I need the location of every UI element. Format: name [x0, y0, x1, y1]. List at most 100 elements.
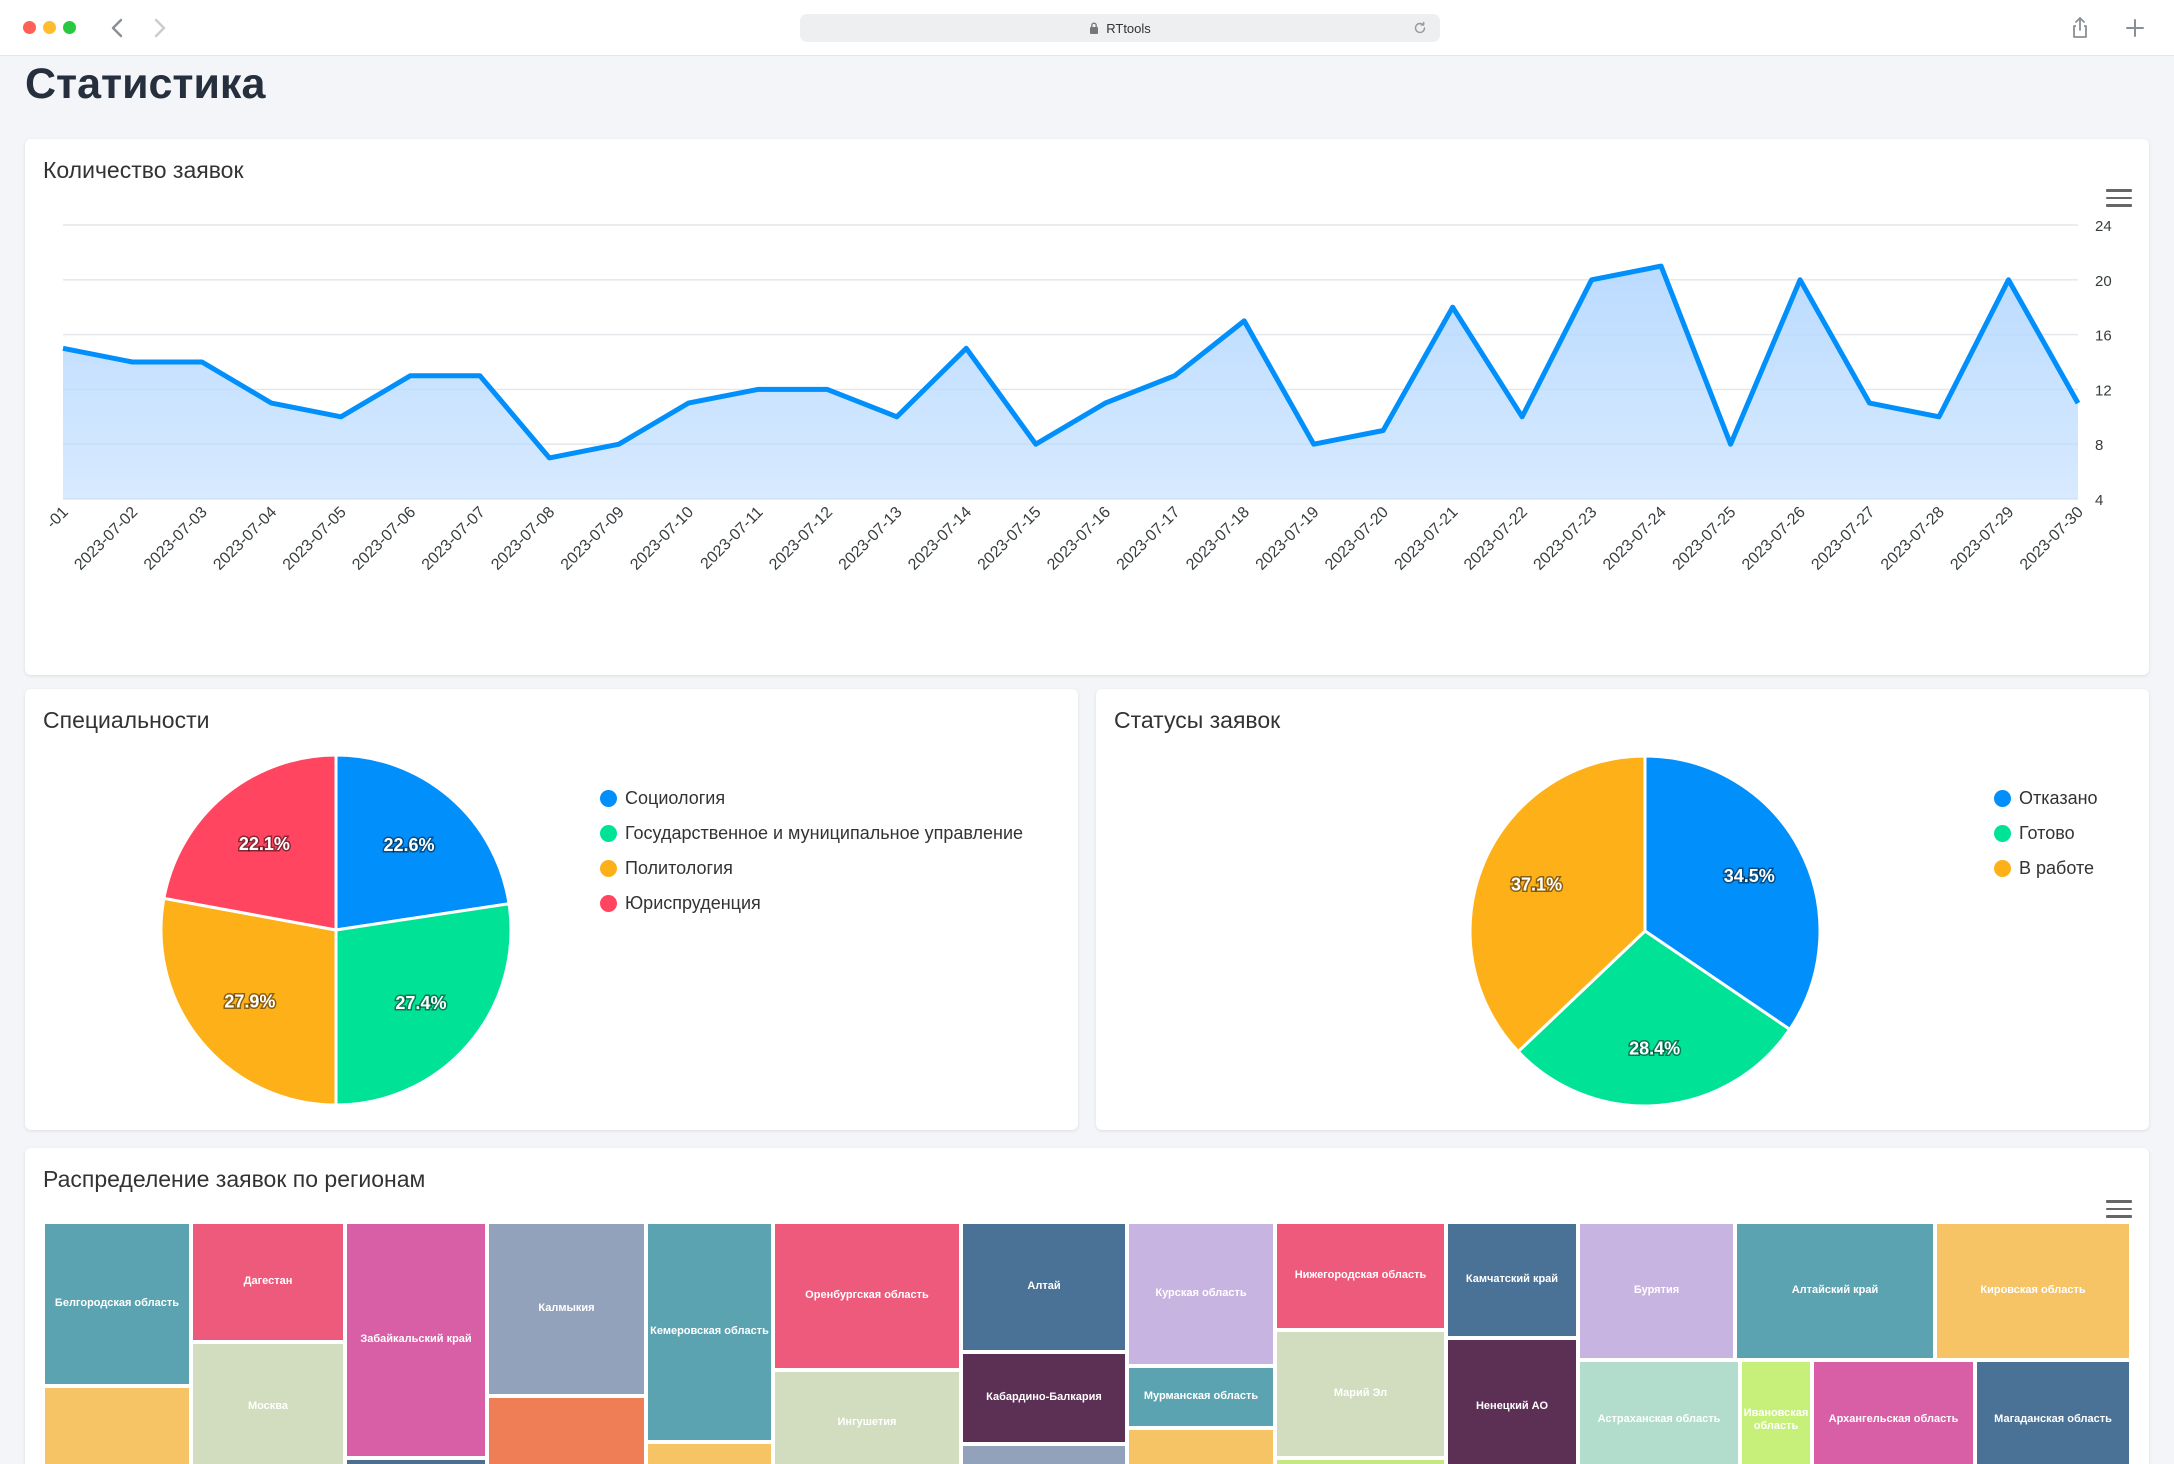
maximize-window-button[interactable]	[63, 21, 76, 34]
legend-marker	[600, 895, 617, 912]
legend-item[interactable]: В работе	[1994, 851, 2098, 886]
pie-slice	[162, 753, 338, 932]
treemap-tile[interactable]: Ивановская область	[1740, 1360, 1812, 1464]
plus-icon	[2126, 19, 2144, 37]
treemap-tile[interactable]: Дагестан	[191, 1222, 345, 1342]
treemap-tile[interactable]: Астраханская область	[1578, 1360, 1740, 1464]
treemap-tile[interactable]	[1127, 1428, 1275, 1464]
legend-item[interactable]: Государственное и муниципальное управлен…	[600, 816, 1023, 851]
legend-label: Отказано	[2019, 788, 2098, 808]
x-tick-label: 2023-07-07	[419, 504, 489, 574]
url-text: RTtools	[1106, 20, 1151, 36]
address-bar[interactable]: RTtools	[800, 14, 1440, 42]
treemap-tile-label: Кемеровская область	[650, 1325, 769, 1338]
treemap-tile[interactable]	[345, 1458, 487, 1464]
treemap-tile-label: Ивановская область	[1743, 1406, 1809, 1432]
y-tick-label: 20	[2095, 273, 2112, 290]
close-window-button[interactable]	[23, 21, 36, 34]
treemap-tile-label: Бурятия	[1633, 1284, 1680, 1297]
x-tick-label: 2023-07-27	[1808, 504, 1878, 574]
treemap-tile[interactable]: Бурятия	[1578, 1222, 1735, 1360]
treemap-tile[interactable]: Забайкальский край	[345, 1222, 487, 1458]
lock-icon	[1090, 22, 1099, 34]
treemap-tile-label: Дагестан	[243, 1275, 293, 1288]
treemap-tile[interactable]	[43, 1386, 191, 1464]
treemap-tile-label: Москва	[247, 1400, 289, 1413]
back-button[interactable]	[101, 12, 133, 44]
y-tick-label: 12	[2095, 382, 2112, 399]
treemap-tile[interactable]: Кемеровская область	[646, 1222, 773, 1442]
treemap-tile-label: Алтай	[1027, 1280, 1061, 1293]
legend-item[interactable]: Политология	[600, 851, 1023, 886]
x-tick-label: 2023-07-09	[558, 504, 628, 574]
x-tick-label: 2023-07-29	[1947, 504, 2017, 574]
statuses-title: Статусы заявок	[1114, 707, 1281, 733]
chart-menu-icon[interactable]	[2106, 189, 2132, 209]
legend-marker	[600, 790, 617, 807]
treemap-tile[interactable]: Ингушетия	[773, 1370, 961, 1464]
treemap-tile[interactable]: Магаданская область	[1975, 1360, 2131, 1464]
treemap-tile[interactable]	[646, 1442, 773, 1464]
x-tick-label: 2023-07-23	[1531, 504, 1601, 574]
treemap-tile[interactable]: Алтайский край	[1735, 1222, 1935, 1360]
legend-item[interactable]: Юриспруденция	[600, 886, 1023, 921]
treemap-tile[interactable]: Кировская область	[1935, 1222, 2131, 1360]
slice-value-label: 37.1%	[1511, 874, 1562, 894]
treemap-tile[interactable]	[1275, 1458, 1446, 1464]
treemap-tile[interactable]: Курская область	[1127, 1222, 1275, 1366]
treemap-tile-label: Магаданская область	[1994, 1413, 2112, 1426]
treemap-tile[interactable]: Мурманская область	[1127, 1366, 1275, 1428]
legend-label: Юриспруденция	[625, 893, 761, 913]
minimize-window-button[interactable]	[43, 21, 56, 34]
share-icon[interactable]	[2066, 14, 2094, 42]
treemap-tile[interactable]: Москва	[191, 1342, 345, 1464]
x-tick-label: 2023-07-04	[210, 504, 280, 574]
treemap-tile[interactable]: Калмыкия	[487, 1222, 646, 1396]
treemap-tile[interactable]	[961, 1444, 1127, 1464]
treemap-tile-label: Калмыкия	[538, 1302, 595, 1315]
legend-item[interactable]: Социология	[600, 781, 1023, 816]
treemap-tile[interactable]: Ненецкий АО	[1446, 1338, 1578, 1464]
specialties-card: Специальности 22.6% 27.4% 27.9% 22.1% Социо…	[25, 689, 1078, 1130]
regions-treemap: Белгородская область Дагестан Москва Забайк…	[43, 1222, 2131, 1464]
treemap-tile[interactable]: Архангельская область	[1812, 1360, 1975, 1464]
x-tick-label: 2023-07-26	[1739, 504, 1809, 574]
treemap-tile[interactable]: Кабардино-Балкария	[961, 1352, 1127, 1444]
legend-label: Готово	[2019, 823, 2075, 843]
x-tick-label: 2023-07-22	[1461, 504, 1531, 574]
treemap-tile[interactable]: Оренбургская область	[773, 1222, 961, 1370]
treemap-tile[interactable]: Алтай	[961, 1222, 1127, 1352]
treemap-tile[interactable]: Камчатский край	[1446, 1222, 1578, 1338]
treemap-tile[interactable]: Нижегородская область	[1275, 1222, 1446, 1330]
legend-label: Государственное и муниципальное управлен…	[625, 823, 1024, 843]
x-tick-label: 2023-07-18	[1183, 504, 1253, 574]
x-tick-label: 2023-07-03	[141, 504, 211, 574]
legend-item[interactable]: Отказано	[1994, 781, 2098, 816]
forward-button[interactable]	[144, 12, 176, 44]
legend-marker	[1994, 825, 2011, 842]
legend-marker	[1994, 790, 2011, 807]
x-tick-label: 2023-07-25	[1670, 504, 1740, 574]
treemap-tile-label: Забайкальский край	[360, 1333, 472, 1346]
reload-icon[interactable]	[1412, 20, 1428, 36]
treemap-tile[interactable]: Марий Эл	[1275, 1330, 1446, 1458]
y-tick-label: 8	[2095, 437, 2103, 454]
treemap-tile-label: Белгородская область	[54, 1297, 180, 1310]
treemap-menu-icon[interactable]	[2106, 1200, 2132, 1220]
chevron-left-icon	[111, 18, 123, 38]
x-tick-label: 2023-07-19	[1253, 504, 1323, 574]
treemap-tile-label: Камчатский край	[1465, 1273, 1559, 1286]
treemap-tile[interactable]: Белгородская область	[43, 1222, 191, 1386]
x-tick-label: 2023-07-10	[627, 504, 697, 574]
x-tick-label: 2023-07-13	[836, 504, 906, 574]
treemap-tile-label: Ингушетия	[837, 1416, 897, 1429]
requests-count-title: Количество заявок	[43, 157, 244, 183]
treemap-tile-label: Марий Эл	[1333, 1387, 1388, 1400]
legend-item[interactable]: Готово	[1994, 816, 2098, 851]
regions-title: Распределение заявок по регионам	[43, 1166, 426, 1192]
statuses-card: Статусы заявок 34.5% 28.4% 37.1% Отказано Г…	[1096, 689, 2149, 1130]
treemap-tile[interactable]	[487, 1396, 646, 1464]
specialties-pie-chart: 22.6% 27.4% 27.9% 22.1%	[159, 753, 513, 1107]
new-tab-button[interactable]	[2119, 12, 2151, 44]
